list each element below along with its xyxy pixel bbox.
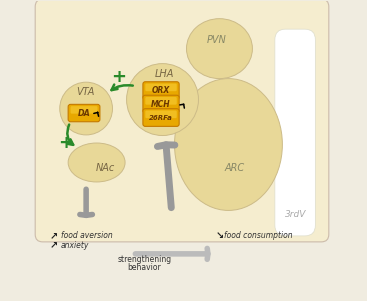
Text: MCH: MCH [151, 100, 171, 109]
Text: 3rdV: 3rdV [285, 210, 306, 219]
Text: ORX: ORX [152, 86, 170, 95]
FancyBboxPatch shape [145, 97, 177, 105]
Text: +: + [112, 68, 127, 86]
Text: strengthening: strengthening [117, 255, 172, 264]
FancyBboxPatch shape [68, 104, 100, 122]
Circle shape [60, 82, 113, 135]
Text: behavior: behavior [128, 263, 161, 272]
Ellipse shape [68, 143, 125, 182]
Circle shape [127, 64, 199, 135]
FancyBboxPatch shape [145, 110, 177, 118]
FancyBboxPatch shape [70, 106, 98, 114]
Text: food aversion: food aversion [61, 231, 112, 240]
FancyBboxPatch shape [35, 0, 329, 242]
FancyBboxPatch shape [143, 82, 179, 99]
Text: DA: DA [77, 109, 91, 118]
Ellipse shape [186, 19, 252, 79]
FancyBboxPatch shape [143, 109, 179, 126]
Ellipse shape [175, 79, 282, 210]
Text: food consumption: food consumption [224, 231, 292, 240]
FancyBboxPatch shape [275, 29, 315, 236]
FancyArrowPatch shape [112, 85, 133, 90]
Text: ↘: ↘ [215, 231, 224, 241]
Text: 26RFa: 26RFa [149, 115, 173, 120]
FancyArrowPatch shape [67, 125, 73, 145]
Text: NAc: NAc [96, 163, 115, 173]
Text: PVN: PVN [207, 35, 226, 45]
Text: ARC: ARC [224, 163, 244, 173]
Text: anxiety: anxiety [61, 241, 89, 250]
FancyBboxPatch shape [143, 95, 179, 113]
Text: ↗: ↗ [50, 240, 58, 250]
Text: ↗: ↗ [50, 231, 58, 241]
Text: LHA: LHA [155, 69, 174, 79]
FancyBboxPatch shape [145, 84, 177, 91]
Text: +: + [58, 134, 73, 152]
Text: VTA: VTA [76, 87, 95, 97]
